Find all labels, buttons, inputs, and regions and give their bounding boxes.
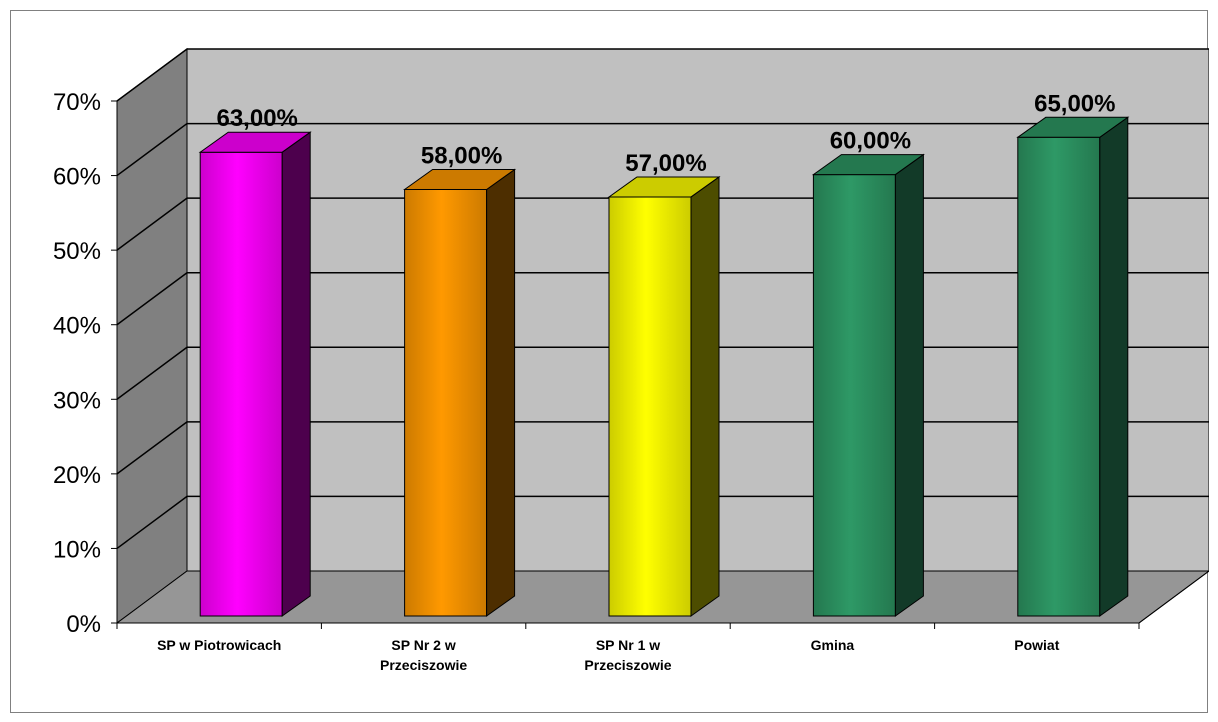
bar-side <box>1099 116 1129 617</box>
category-label: Powiat <box>1014 637 1059 653</box>
y-tick-label: 40% <box>53 313 101 340</box>
category-label: SP w Piotrowicach <box>157 637 281 653</box>
data-label: 65,00% <box>1034 90 1115 117</box>
y-tick-label: 20% <box>53 462 101 489</box>
y-axis: 0% 10% 20% 30% 40% 50% 60% 70% <box>53 89 118 638</box>
bar-top <box>403 168 517 190</box>
y-tick-label: 10% <box>53 536 101 563</box>
bar <box>1016 116 1130 617</box>
bar <box>607 175 721 617</box>
bars <box>198 116 1130 617</box>
gridline <box>116 122 1209 177</box>
bar-front <box>608 196 692 617</box>
y-tick-label: 50% <box>53 238 101 265</box>
x-axis-depth-line <box>1138 570 1209 624</box>
chart-frame: 0% 10% 20% 30% 40% 50% 60% 70% SP w Piotrowicac… <box>10 10 1209 713</box>
data-label: 60,00% <box>830 128 911 155</box>
y-tick-label: 70% <box>53 89 101 116</box>
bar-front <box>404 188 488 617</box>
bar <box>198 131 312 617</box>
data-label: 58,00% <box>421 142 502 169</box>
bar-side <box>281 131 311 617</box>
y-tick-label: 0% <box>66 611 101 638</box>
bar-front <box>812 174 896 617</box>
bar-side <box>486 168 516 617</box>
data-labels: 63,00% 58,00% 57,00% 60,00% 65,00% <box>216 90 1115 177</box>
y-tick-label: 30% <box>53 387 101 414</box>
category-label: SP Nr 2 w Przeciszowie <box>380 637 467 673</box>
bar-front <box>199 151 283 617</box>
data-label: 63,00% <box>216 105 297 132</box>
bar-chart: 0% 10% 20% 30% 40% 50% 60% 70% SP w Piotrowicac… <box>53 48 1209 673</box>
bar-top <box>607 176 721 198</box>
category-label: SP Nr 1 w Przeciszowie <box>584 637 671 673</box>
bar-front <box>1017 136 1101 617</box>
data-label: 57,00% <box>625 150 706 177</box>
bar-side <box>894 153 924 617</box>
x-axis: SP w Piotrowicach SP Nr 2 w Przeciszowie SP… <box>116 570 1209 673</box>
category-label: Gmina <box>811 637 855 653</box>
y-tick-label: 60% <box>53 164 101 191</box>
bar <box>403 168 517 617</box>
bar-top <box>1016 116 1130 138</box>
side-wall <box>116 48 188 624</box>
bar-side <box>690 175 720 617</box>
bar <box>811 153 925 617</box>
gridline <box>116 48 1209 102</box>
bar-top <box>811 154 925 176</box>
bar-top <box>198 131 312 153</box>
